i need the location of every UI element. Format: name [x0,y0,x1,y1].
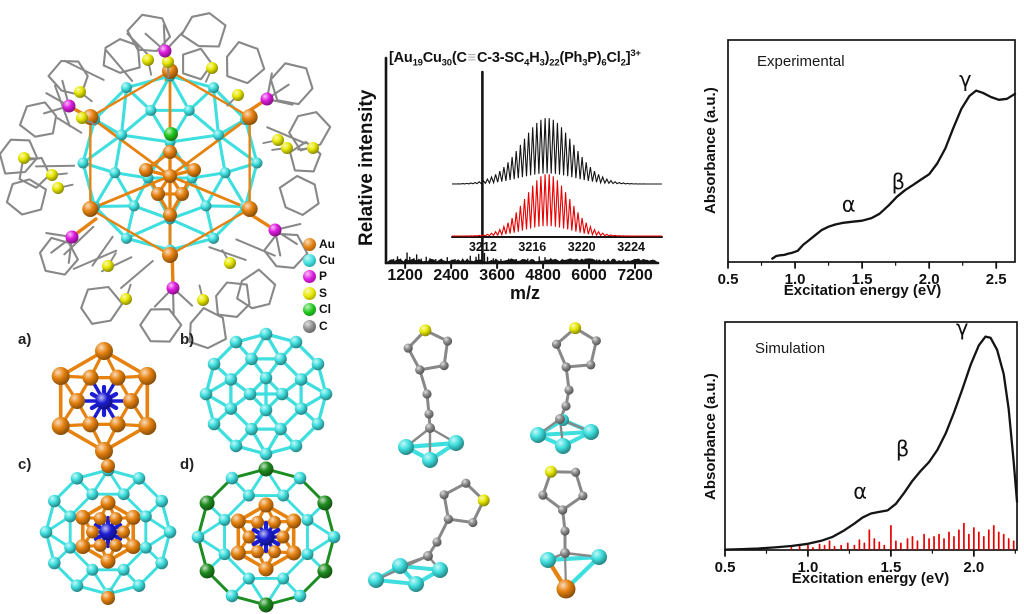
legend-atom-swatch [303,270,316,284]
tick-label: 3600 [479,267,515,284]
panel-b-cu30-shell [199,327,333,461]
legend-item: P [303,269,335,285]
legend-atom-swatch [303,319,316,333]
atom-legend: Au Cu P S Cl C [303,236,335,334]
tick-label: 1.0 [798,559,819,576]
tick-label: γ [959,67,971,91]
formula-segment: 30 [441,57,452,69]
tick-label: 7200 [617,267,653,284]
tick-label: 0.5 [718,271,739,288]
formula-segment: 19 [412,57,423,69]
legend-atom-swatch [303,303,316,317]
formula-segment: ≡ [467,49,477,66]
tick-label: 6000 [571,267,607,284]
tick-label: 1.5 [852,271,873,288]
legend-label: Cl [319,302,331,317]
legend-atom-swatch [303,237,316,251]
legend-item: S [303,285,335,301]
tick-label: 1.0 [785,271,806,288]
legend-atom-swatch [303,254,316,268]
tick-label: 4800 [525,267,561,284]
experimental-ylabel: Absorbance (a.u.) [702,87,719,214]
tick-label: 1.5 [880,559,901,576]
panel-c-aucu-shell [39,459,177,605]
ms-ylabel: Relative intensity [356,89,377,246]
tick-label: 2.0 [963,559,984,576]
tick-label: 3224 [617,240,645,254]
legend-label: Au [319,236,335,251]
legend-label: Cu [319,253,335,268]
panel-a-au13-core [51,342,157,460]
tick-label: 3220 [568,240,596,254]
panel-label-a: a) [18,331,32,348]
tick-label: β [892,170,905,194]
ms-xlabel: m/z [509,283,540,303]
tick-label: 3216 [518,240,546,254]
formula-segment: 3+ [630,48,641,59]
formula-segment: 3 [539,57,545,69]
big-cluster-graphic [0,12,332,350]
formula-segment: P) [587,49,602,66]
formula-segment: ) [544,49,550,66]
simulation-title: Simulation [755,340,826,357]
experimental-xlabel: Excitation energy (eV) [783,282,942,299]
tick-label: 1200 [387,267,423,284]
tick-label: α [853,480,867,504]
legend-label: C [319,318,328,333]
legend-item: Cl [303,302,335,318]
legend-item: Au [303,236,335,252]
tick-label: 2.5 [986,271,1007,288]
formula-segment: (Ph [559,49,583,66]
legend-label: S [319,285,328,300]
formula-segment: Cu [422,49,442,66]
formula-segment: [Au [389,49,413,66]
tick-label: 0.5 [715,559,736,576]
cluster-formula: [Au19Cu30(C≡C-3-SC4H3)22(Ph3P)6Cl2]3+ [389,48,641,69]
panel-label-b: b) [180,331,195,348]
experimental-spectrum-plot: 0.5 1.0 1.5 2.0 2.5 α β γ [718,39,1017,288]
simulation-ylabel: Absorbance (a.u.) [702,373,719,500]
simulation-xlabel: Excitation energy (eV) [791,570,950,587]
formula-segment: Cl [606,49,621,66]
formula-segment: (C [451,49,467,66]
tick-label: 2400 [433,267,469,284]
legend-atom-swatch [303,286,316,300]
tick-label: γ [956,316,968,340]
legend-label: P [319,269,328,284]
experimental-title: Experimental [757,53,845,70]
formula-segment: 4 [524,57,530,69]
tick-label: 2.0 [919,271,940,288]
formula-segment: 6 [601,57,607,69]
tick-label: 3212 [469,240,497,254]
formula-segment: ] [625,49,631,66]
ligand-motifs [368,322,607,599]
panel-label-c: c) [18,456,32,473]
simulation-spectrum-plot: 0.5 1.0 1.5 2.0 α β γ [715,316,1019,576]
formula-segment: C-3-SC [477,49,525,66]
formula-segment: 22 [549,57,560,69]
formula-segment: 3 [582,57,588,69]
panel-d-aucucl-shell [191,461,341,613]
panel-label-d: d) [180,456,195,473]
legend-item: C [303,318,335,334]
formula-segment: 2 [620,57,626,69]
legend-item: Cu [303,252,335,268]
formula-segment: H [529,49,540,66]
tick-label: α [842,193,856,217]
tick-label: β [896,437,909,461]
